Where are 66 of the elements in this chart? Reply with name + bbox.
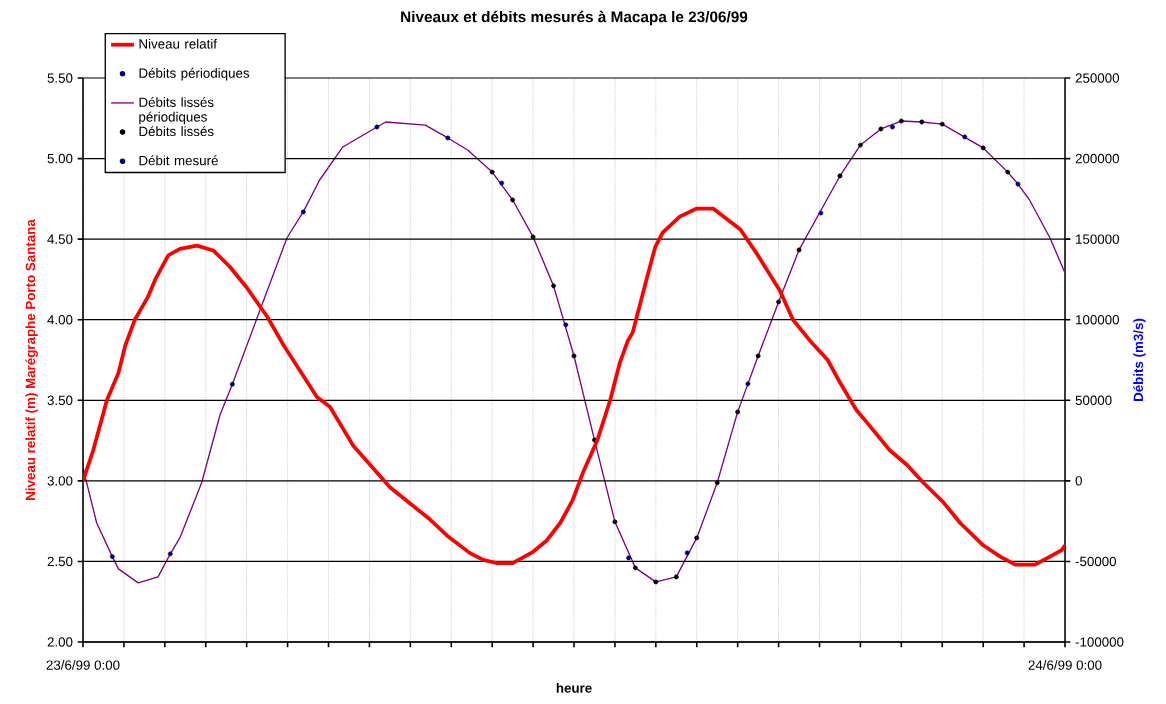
point xyxy=(878,126,884,132)
point xyxy=(684,550,690,556)
y2-tick-label: 0 xyxy=(1075,476,1082,486)
y-tick-label: 5.00 xyxy=(47,153,73,164)
point xyxy=(632,565,638,571)
point xyxy=(109,554,115,559)
point xyxy=(571,353,577,359)
point xyxy=(755,353,761,359)
legend-label: Débits lissés xyxy=(139,126,214,137)
point xyxy=(499,180,505,186)
point xyxy=(300,209,306,215)
point xyxy=(510,197,516,203)
point xyxy=(551,283,556,289)
x-axis-title: heure xyxy=(556,682,592,693)
point xyxy=(962,134,968,140)
y2-tick-label: -50000 xyxy=(1075,556,1117,567)
chart-title: Niveaux et débits mesurés à Macapa le 23/06/99 xyxy=(401,10,748,26)
point xyxy=(489,169,495,175)
point xyxy=(837,173,843,179)
point xyxy=(612,519,618,525)
point xyxy=(530,234,536,240)
y-tick-label: 5.50 xyxy=(47,73,73,83)
point xyxy=(898,118,904,124)
y-tick-label: 3.50 xyxy=(47,395,73,405)
y-tick-label: 3.00 xyxy=(47,476,73,486)
legend-label: Débits périodiques xyxy=(139,67,250,81)
point xyxy=(694,535,700,541)
y2-tick-label: 150000 xyxy=(1076,234,1120,244)
y-tick-label: 2.00 xyxy=(47,637,73,647)
y-tick-label: 4.00 xyxy=(47,315,73,325)
point xyxy=(735,409,741,415)
point xyxy=(776,299,781,305)
y2-tick-label: 250000 xyxy=(1075,73,1120,83)
point xyxy=(858,142,863,148)
y2-axis-title: Débits (m3/s) xyxy=(1133,318,1146,401)
x-tick-label: 23/6/99 0:00 xyxy=(46,660,120,670)
point xyxy=(653,579,659,585)
point xyxy=(919,119,925,125)
point xyxy=(818,210,824,216)
point xyxy=(673,574,679,580)
y-tick-label: 4.50 xyxy=(47,234,73,244)
point xyxy=(890,124,895,130)
point xyxy=(445,135,451,141)
point xyxy=(745,381,751,387)
legend-label: Débits lissés périodiques xyxy=(139,97,214,125)
point xyxy=(563,322,569,328)
legend-label: Débit mesuré xyxy=(139,155,218,166)
point xyxy=(796,247,802,253)
y-tick-label: 2.50 xyxy=(47,556,73,567)
point xyxy=(980,145,986,151)
line-series xyxy=(83,206,1066,567)
y2-tick-label: 100000 xyxy=(1076,315,1120,325)
point xyxy=(714,480,720,486)
point xyxy=(229,381,235,387)
point xyxy=(626,555,631,561)
point xyxy=(1005,169,1011,175)
y2-tick-label: 50000 xyxy=(1075,395,1112,405)
y2-tick-label: -100000 xyxy=(1075,637,1124,647)
point xyxy=(374,124,380,130)
legend-label: Niveau relatif xyxy=(139,38,217,49)
y-axis-title: Niveau relatif (m) Marégraphe Porto Santana xyxy=(25,219,38,500)
x-tick-label: 24/6/99 0:00 xyxy=(1028,660,1102,670)
y2-tick-label: 200000 xyxy=(1075,153,1120,164)
point xyxy=(167,551,173,557)
point xyxy=(1015,181,1021,187)
point xyxy=(939,121,945,127)
